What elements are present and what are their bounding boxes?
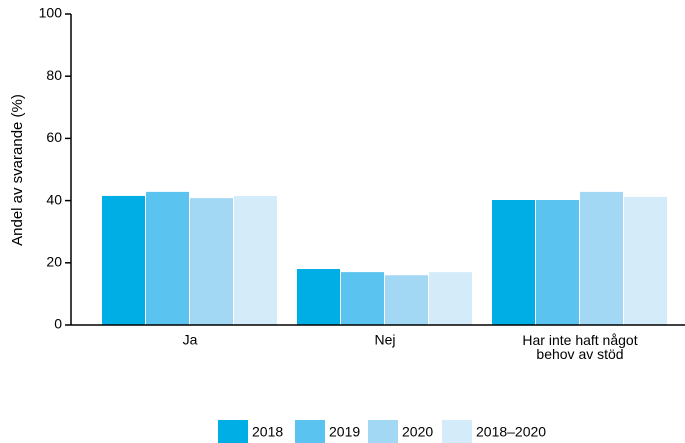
y-tick-label: 100 [39, 5, 63, 21]
y-tick-label: 80 [46, 67, 62, 83]
x-tick-label: Ja [183, 332, 198, 348]
bar [624, 196, 667, 325]
x-tick-label: Nej [374, 332, 395, 348]
y-tick-label: 0 [54, 316, 62, 332]
bar [146, 191, 189, 325]
legend-label: 2018–2020 [476, 424, 546, 440]
bar [297, 269, 340, 325]
bar [429, 272, 472, 325]
bar [102, 195, 145, 325]
bar [234, 195, 277, 325]
y-tick-label: 20 [46, 254, 62, 270]
bar [536, 199, 579, 325]
bar [190, 198, 233, 325]
legend-swatch [442, 420, 472, 443]
legend-label: 2020 [402, 424, 433, 440]
bar [492, 199, 535, 325]
bar [580, 191, 623, 325]
y-tick-label: 40 [46, 191, 62, 207]
x-tick-label: Har inte haft något behov av stöd [522, 332, 637, 362]
legend-label: 2019 [329, 424, 360, 440]
legend-swatch [218, 420, 248, 443]
legend-swatch [295, 420, 325, 443]
y-tick-label: 60 [46, 129, 62, 145]
bar [341, 272, 384, 325]
bar [385, 275, 428, 325]
legend-swatch [368, 420, 398, 443]
y-axis-label: Andel av svarande (%) [9, 94, 26, 246]
legend-label: 2018 [252, 424, 283, 440]
